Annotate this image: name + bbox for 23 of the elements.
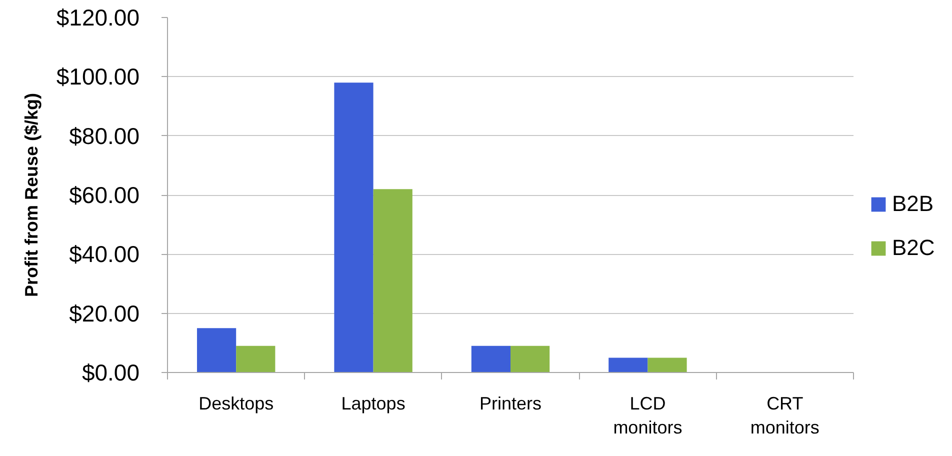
bar	[373, 189, 412, 372]
y-tick-label: $60.00	[69, 182, 140, 208]
legend-label: B2C	[892, 235, 935, 261]
y-tick-label: $0.00	[82, 360, 140, 386]
bar	[236, 346, 276, 372]
y-tick-label: $120.00	[56, 4, 140, 30]
bar	[471, 346, 510, 372]
y-tick-label: $40.00	[69, 241, 140, 268]
x-tick-label: CRT monitors	[750, 394, 820, 438]
y-tick-label: $100.00	[56, 64, 140, 90]
y-axis-title: Profit from Reuse ($/kg)	[21, 92, 42, 298]
bar	[648, 358, 687, 372]
x-tick-label: Printers	[479, 394, 542, 414]
x-tick-label: Desktops	[198, 394, 274, 414]
bar	[334, 82, 374, 372]
bar	[197, 328, 236, 372]
bar	[608, 358, 648, 372]
y-tick-label: $20.00	[69, 300, 140, 326]
y-tick-label: $80.00	[69, 122, 140, 149]
x-tick-label: Laptops	[341, 394, 406, 414]
x-tick-label: LCD monitors	[613, 394, 682, 438]
legend-label: B2B	[892, 191, 934, 217]
bar	[510, 346, 550, 372]
